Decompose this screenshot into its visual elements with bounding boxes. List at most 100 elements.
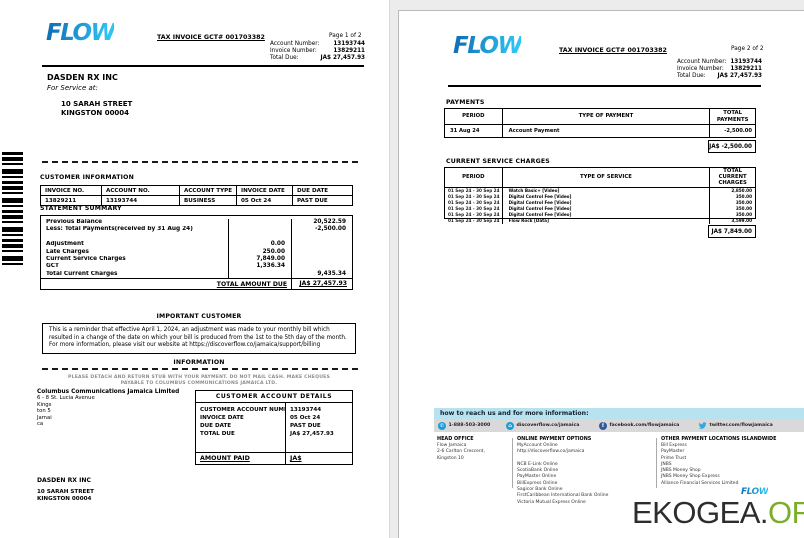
invoice-number-value: 13829211	[730, 66, 762, 73]
account-number-row: Account Number: 13193744	[270, 41, 365, 48]
column-line: JNBS	[661, 461, 672, 467]
account-number-value: 13193744	[730, 59, 762, 65]
column-line: Kingston 10	[437, 455, 464, 461]
detail-row: DUE DATE PAST DUE	[196, 422, 352, 430]
detail-row: CUSTOMER ACCOUNT NUMBER 13193744	[196, 406, 352, 414]
invoice-number-row: Invoice Number: 13829211	[677, 66, 762, 73]
summary-label: Current Service Charges	[46, 256, 126, 263]
col-header-type-of-service: TYPE OF SERVICE	[501, 168, 710, 187]
total-due-row: Total Due: JA$ 27,457.93	[677, 73, 762, 80]
amount-paid-label: AMOUNT PAID	[200, 455, 250, 462]
summary-row: Late Charges 250.00	[41, 248, 352, 257]
summary-right-value	[291, 256, 351, 264]
flow-logo: FLOW	[46, 20, 116, 46]
column-line: PayMaster	[661, 449, 685, 455]
col-header-invoice-date: INVOICE DATE	[236, 186, 292, 195]
col-header-account-type: ACCOUNT TYPE	[179, 186, 236, 195]
column-title: OTHER PAYMENT LOCATIONS ISLANDWIDE	[661, 436, 777, 442]
watermark-green-text: ORG	[768, 495, 804, 530]
twitter-icon	[698, 421, 707, 429]
header-divider	[42, 65, 364, 67]
charge-period: 01 Sep 24 - 30 Sep 24	[448, 217, 500, 223]
dashed-divider	[42, 368, 362, 370]
summary-right-value	[291, 263, 351, 271]
statement-summary-table: Previous Balance 20,522.59 Less: Total P…	[40, 215, 353, 291]
charge-row: 01 Sep 24 - 30 Sep 24 Flow Rock [Data] 3…	[445, 217, 755, 224]
customer-account-details-title: CUSTOMER ACCOUNT DETAILS	[196, 391, 352, 403]
summary-mid-value: 1,336.34	[228, 263, 291, 271]
detach-instructions-line: PAYABLE TO COLUMBUS COMMUNICATIONS JAMAI…	[120, 380, 278, 386]
detail-label: DUE DATE	[200, 423, 232, 429]
service-address: 10 SARAH STREET KINGSTON 00004	[61, 100, 132, 117]
summary-row: Previous Balance 20,522.59	[41, 219, 352, 227]
account-number-row: Account Number: 13193744	[677, 59, 762, 66]
summary-right-value	[291, 241, 351, 249]
flow-logo-watermark: FLOW	[741, 487, 769, 497]
summary-row: GCT 1,336.34	[41, 263, 352, 271]
column-line: MyAccount Online	[517, 443, 558, 448]
charge-service: Flow Rock [Data]	[501, 217, 710, 224]
charge-row: 01 Sep 24 - 30 Sep 24 Digital Control Fe…	[445, 211, 755, 218]
column-line: 2-6 Carlton Crescent,	[437, 449, 485, 455]
service-at-label: For Service at:	[47, 84, 98, 92]
column-line: Flow Jamaica	[437, 443, 467, 448]
detail-label: INVOICE DATE	[200, 415, 244, 421]
information-title: INFORMATION	[173, 359, 225, 366]
column-line: Alliance Financial Services Limited	[661, 480, 739, 486]
column-line: JNBS Money Shop Express	[661, 474, 720, 480]
phone-number: 1-888-503-3000	[448, 423, 491, 428]
column-divider	[656, 438, 657, 488]
charge-service: Digital Control Fee [Video]	[501, 199, 710, 206]
total-due-label: Total Due:	[270, 55, 299, 62]
amount-paid-row: AMOUNT PAID JA$	[196, 452, 352, 464]
detach-instructions: PLEASE DETACH AND RETURN STUB WITH YOUR …	[42, 375, 356, 387]
summary-label	[41, 234, 228, 241]
summary-mid-value	[228, 270, 291, 279]
twitter-url: twitter.com/flowjamaica	[709, 423, 773, 428]
header-divider	[448, 85, 761, 87]
remit-address-line: Jamai	[37, 414, 52, 421]
column-line: FirstCaribbean International Bank Online	[517, 493, 609, 499]
charges-total: JA$ 7,849.00	[708, 225, 756, 238]
invoice-date-cell: 05 Oct 24	[236, 196, 292, 205]
charge-period: 01 Sep 24 - 30 Sep 24	[448, 211, 500, 217]
online-payment-options-column: ONLINE PAYMENT OPTIONS MyAccount Online …	[517, 436, 652, 506]
remit-address-line: ton 5	[37, 408, 51, 415]
table-divider	[285, 403, 286, 464]
dashed-divider	[42, 161, 362, 163]
charge-service: Digital Control Fee [Video]	[501, 211, 710, 218]
payment-amount: -2,500.00	[709, 125, 755, 137]
total-amount-due-row: TOTAL AMOUNT DUE JA$ 27,457.93	[41, 278, 352, 290]
page-indicator: Page 1 of 2	[329, 33, 362, 39]
summary-row: Current Service Charges 7,849.00	[41, 256, 352, 264]
stub-customer-address: 10 SARAH STREET KINGSTON 00004	[37, 489, 94, 503]
summary-label: Late Charges	[46, 248, 90, 255]
postal-barcode	[2, 152, 23, 268]
summary-row: Total Current Charges 9,435.34	[41, 270, 352, 279]
contact-bar: ✆ 1-888-503-3000 ⌂ discoverflow.co/jamai…	[434, 419, 804, 432]
summary-label: Adjustment	[46, 241, 84, 248]
charge-service: Digital Control Fee [Video]	[501, 205, 710, 212]
stub-address-line: KINGSTON 00004	[37, 496, 92, 502]
summary-mid-value: 7,849.00	[228, 256, 291, 264]
summary-row	[41, 233, 352, 242]
summary-row: Adjustment 0.00	[41, 241, 352, 249]
charge-row: 01 Sep 24 - 30 Sep 24 Digital Control Fe…	[445, 199, 755, 206]
remit-address-block: Columbus Communications Jamaica Limited …	[37, 389, 179, 428]
flow-logo: FLOW	[453, 33, 523, 59]
detail-value: 05 Oct 24	[290, 415, 321, 421]
tax-invoice-title: TAX INVOICE GCT# 001703382	[157, 34, 265, 41]
invoice-number-label: Invoice Number:	[677, 66, 724, 73]
col-header-type-of-payment: TYPE OF PAYMENT	[501, 109, 710, 124]
summary-mid-value: 0.00	[228, 241, 291, 249]
summary-mid-value	[228, 233, 291, 242]
charge-service: Watch Basic+ [Video]	[501, 187, 710, 194]
total-amount-due-label: TOTAL AMOUNT DUE	[216, 280, 287, 288]
customer-name: DASDEN RX INC	[47, 73, 118, 82]
important-customer-title: IMPORTANT CUSTOMER	[156, 313, 242, 320]
summary-label: GCT	[46, 263, 59, 270]
stub-address-line: 10 SARAH STREET	[37, 489, 94, 495]
service-address-line: 10 SARAH STREET	[61, 100, 133, 108]
invoice-no-cell: 13829211	[45, 197, 77, 204]
column-line: PayMaster Online	[517, 474, 557, 480]
